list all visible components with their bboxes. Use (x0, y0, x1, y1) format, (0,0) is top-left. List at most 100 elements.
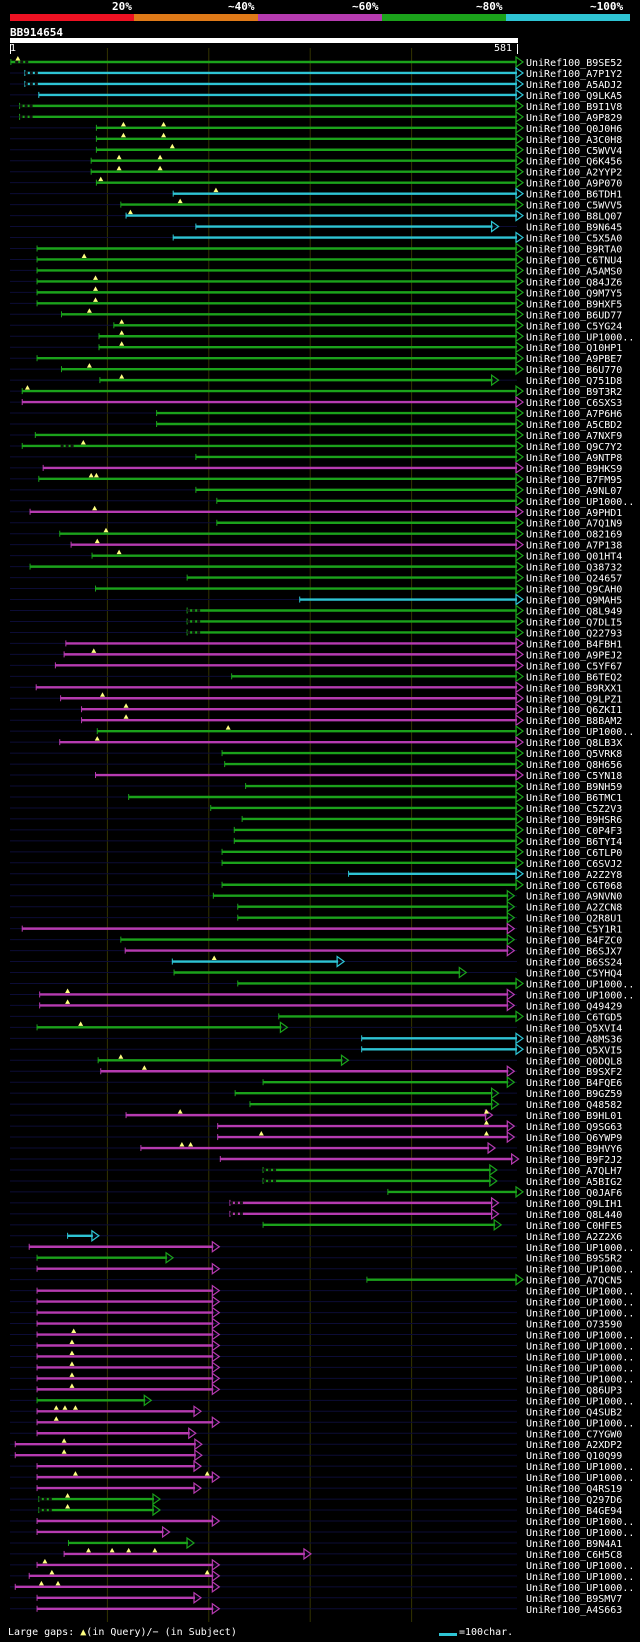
hit-name: UniRef100_UP1000.. (526, 1473, 634, 1484)
hit-name: UniRef100_B4GE94 (526, 1506, 622, 1517)
hit-arrow (188, 1427, 197, 1440)
hit-row: UniRef100_Q48582 (10, 1097, 622, 1111)
query-gap-icon (71, 1328, 77, 1334)
hit-arrow (515, 757, 525, 771)
hit-arrow (515, 483, 525, 496)
hit-arrow (458, 966, 468, 979)
hit-name: UniRef100_A7QLH7 (526, 1166, 622, 1177)
hit-arrow (515, 253, 525, 266)
hit-name: UniRef100_A2Z2Y8 (526, 870, 622, 881)
query-gap-icon (483, 1131, 489, 1136)
hit-row: UniRef100_Q01HT4 (10, 549, 622, 563)
query-gap-icon (61, 1449, 67, 1454)
hit-row: UniRef100_B6SJX7 (10, 944, 622, 958)
hit-arrow (515, 231, 525, 244)
hit-name: UniRef100_Q22793 (526, 628, 622, 639)
hit-name: UniRef100_Q10HP1 (526, 343, 622, 354)
query-gap-icon (69, 1361, 75, 1366)
hit-row: UniRef100_Q0DQL8 (10, 1054, 622, 1067)
hit-arrow (143, 1394, 153, 1407)
hit-row: UniRef100_O82169 (10, 527, 622, 541)
hit-arrow (515, 275, 525, 288)
hit-arrow (515, 768, 525, 782)
hit-row: UniRef100_Q8LB3X (10, 735, 622, 749)
query-gap-icon (55, 1580, 61, 1586)
hit-arrow (515, 494, 525, 507)
hit-arrow (515, 582, 525, 595)
legend-scale-label: =100char. (459, 1627, 514, 1638)
hit-row: UniRef100_Q7DLI5 (10, 615, 622, 628)
query-gap-icon (483, 1120, 489, 1125)
query-start: 1 (10, 43, 17, 54)
hit-row: UniRef100_C6TLP0 (10, 845, 622, 859)
hit-arrow (506, 900, 516, 913)
hit-row: UniRef100_B9N645 (10, 220, 622, 234)
hit-arrow (515, 593, 525, 606)
hit-arrow (515, 834, 525, 848)
hit-name: UniRef100_Q10Q99 (526, 1451, 622, 1462)
hit-arrow (515, 801, 525, 815)
hit-name: UniRef100_C5YG24 (526, 321, 622, 332)
hit-arrow (515, 626, 525, 639)
hit-name: UniRef100_B9F2J2 (526, 1155, 622, 1166)
hit-arrow (489, 1163, 498, 1177)
hit-name: UniRef100_A8MS36 (526, 1034, 622, 1045)
query-gap-icon (78, 1021, 84, 1026)
hit-arrow (515, 812, 525, 826)
hit-name: UniRef100_B9SXF2 (526, 1067, 622, 1078)
hit-name: UniRef100_Q5XVI4 (526, 1023, 622, 1034)
hit-row: UniRef100_B6TDH1 (10, 187, 622, 201)
hit-arrow (515, 560, 525, 573)
query-gap-icon (179, 1142, 185, 1147)
hit-row: UniRef100_UP1000.. (10, 977, 634, 990)
hit-name: UniRef100_UP1000.. (526, 1583, 634, 1594)
hit-arrow (515, 66, 525, 80)
hit-arrow (211, 1240, 221, 1253)
hit-row: UniRef100_B9T3R2 (10, 384, 622, 398)
hit-row: UniRef100_UP1000.. (10, 1470, 634, 1484)
hit-name: UniRef100_Q9M7Y5 (526, 288, 622, 299)
query-gap-icon (116, 549, 122, 555)
hit-arrow (515, 637, 525, 650)
hit-row: UniRef100_Q49429 (10, 999, 622, 1012)
hit-row: UniRef100_Q5XVI5 (10, 1043, 622, 1056)
hit-arrow (515, 110, 525, 124)
legend-gaps-label: Large gaps: (8, 1627, 75, 1638)
hit-arrow (515, 681, 525, 694)
hit-name: UniRef100_Q0DQL8 (526, 1056, 622, 1067)
identity-scale: 20% ~40% ~60% ~80% ~100% (0, 0, 640, 24)
hit-arrow (515, 428, 525, 442)
hit-name: UniRef100_A2ZCN8 (526, 903, 622, 914)
hit-row: UniRef100_B9F2J2 (10, 1152, 622, 1166)
hit-name: UniRef100_B6SS24 (526, 958, 622, 969)
hit-name: UniRef100_Q4SUB2 (526, 1407, 622, 1418)
query-gap-icon (177, 198, 183, 204)
hit-row: UniRef100_A2Z2X6 (10, 1229, 622, 1243)
query-gap-icon (93, 275, 99, 280)
hit-row: UniRef100_B6TYI4 (10, 834, 622, 848)
hit-row: UniRef100_Q2R8U1 (10, 911, 622, 925)
hit-name: UniRef100_Q8L440 (526, 1210, 622, 1221)
hit-arrow (211, 1514, 221, 1528)
hit-row: UniRef100_Q4RS19 (10, 1481, 622, 1495)
hit-row: UniRef100_UP1000.. (10, 1295, 634, 1309)
query-end: 581 (494, 43, 513, 54)
hit-name: UniRef100_A5AMS0 (526, 266, 622, 277)
hit-arrow (515, 297, 525, 310)
hit-row: UniRef100_Q6K456 (10, 154, 622, 168)
hit-row: UniRef100_Q6YWP9 (10, 1130, 622, 1144)
hit-row: UniRef100_B9SMV7 (10, 1591, 622, 1605)
hit-arrow (515, 395, 525, 409)
hit-arrow (515, 823, 525, 837)
hit-arrow (211, 1602, 221, 1615)
hit-arrow (515, 384, 525, 398)
hit-arrow (506, 944, 516, 957)
hit-row: UniRef100_C0HFE5 (10, 1218, 622, 1232)
hit-row: UniRef100_A9NVN0 (10, 889, 622, 903)
hit-name: UniRef100_UP1000.. (526, 1341, 634, 1352)
hit-arrow (194, 1449, 203, 1462)
hit-row: UniRef100_B7FM95 (10, 472, 622, 486)
hit-arrow (211, 1295, 221, 1308)
hit-arrow (193, 1481, 203, 1495)
hit-row: UniRef100_Q8L949 (10, 604, 622, 618)
